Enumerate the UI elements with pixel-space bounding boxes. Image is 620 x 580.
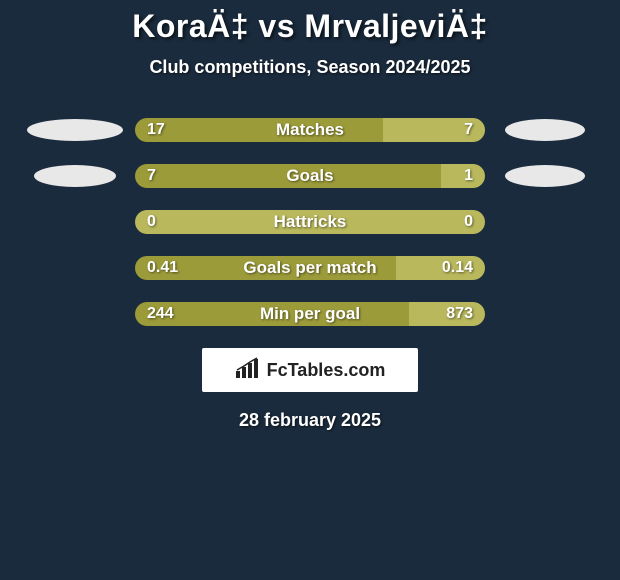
- stat-row: 244873Min per goal: [0, 302, 620, 326]
- right-marker: [495, 209, 595, 235]
- left-value: 0.41: [147, 259, 178, 277]
- stat-bar: 244873Min per goal: [135, 302, 485, 326]
- left-marker: [25, 209, 125, 235]
- right-value: 0.14: [442, 259, 473, 277]
- ellipse-icon: [34, 165, 116, 187]
- stat-bar: 71Goals: [135, 164, 485, 188]
- bar-left-segment: 7: [135, 164, 441, 188]
- logo-text: FcTables.com: [267, 360, 386, 381]
- left-marker: [25, 301, 125, 327]
- left-marker: [25, 117, 125, 143]
- bar-chart-icon: [235, 357, 263, 384]
- ellipse-icon: [505, 165, 585, 187]
- bar-right-segment: 1: [441, 164, 485, 188]
- logo-box: FcTables.com: [202, 348, 418, 392]
- bar-right-segment: 0: [310, 210, 485, 234]
- right-value: 873: [446, 305, 473, 323]
- bar-right-segment: 7: [383, 118, 485, 142]
- stat-bar: 0.410.14Goals per match: [135, 256, 485, 280]
- stats-rows: 177Matches71Goals00Hattricks0.410.14Goal…: [0, 118, 620, 326]
- stat-bar: 177Matches: [135, 118, 485, 142]
- left-value: 244: [147, 305, 174, 323]
- left-value: 7: [147, 167, 156, 185]
- left-value: 0: [147, 213, 156, 231]
- logo: FcTables.com: [235, 357, 386, 384]
- left-marker: [25, 255, 125, 281]
- ellipse-icon: [27, 119, 123, 141]
- stat-row: 00Hattricks: [0, 210, 620, 234]
- right-marker: [495, 301, 595, 327]
- bar-left-segment: 0: [135, 210, 310, 234]
- stat-row: 0.410.14Goals per match: [0, 256, 620, 280]
- comparison-card: KoraÄ‡ vs MrvaljeviÄ‡ Club competitions,…: [0, 0, 620, 431]
- bar-right-segment: 873: [409, 302, 485, 326]
- right-marker: [495, 117, 595, 143]
- right-value: 0: [464, 213, 473, 231]
- bar-right-segment: 0.14: [396, 256, 485, 280]
- ellipse-icon: [505, 119, 585, 141]
- left-marker: [25, 163, 125, 189]
- stat-row: 71Goals: [0, 164, 620, 188]
- left-value: 17: [147, 121, 165, 139]
- right-marker: [495, 163, 595, 189]
- page-title: KoraÄ‡ vs MrvaljeviÄ‡: [0, 8, 620, 45]
- date-text: 28 february 2025: [0, 410, 620, 431]
- right-value: 7: [464, 121, 473, 139]
- bar-left-segment: 17: [135, 118, 383, 142]
- stat-row: 177Matches: [0, 118, 620, 142]
- stat-bar: 00Hattricks: [135, 210, 485, 234]
- bar-left-segment: 0.41: [135, 256, 396, 280]
- bar-left-segment: 244: [135, 302, 409, 326]
- right-value: 1: [464, 167, 473, 185]
- subtitle: Club competitions, Season 2024/2025: [0, 57, 620, 78]
- right-marker: [495, 255, 595, 281]
